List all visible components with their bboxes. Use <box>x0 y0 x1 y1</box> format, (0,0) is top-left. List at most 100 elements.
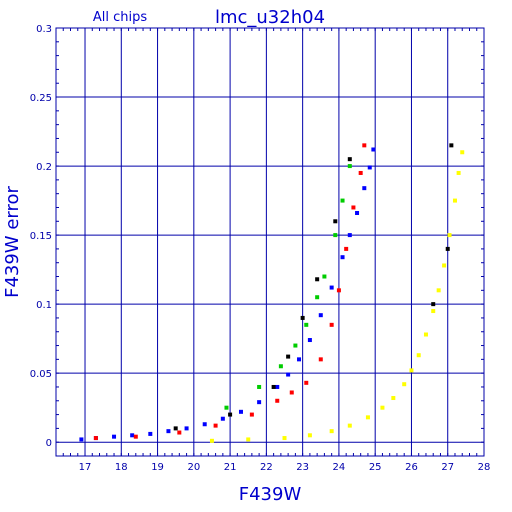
data-point <box>362 143 367 148</box>
data-point <box>347 164 352 169</box>
data-point <box>355 211 360 216</box>
plot-frame <box>55 27 485 457</box>
y-tick-label: 0.05 <box>30 369 52 380</box>
data-point <box>257 400 262 405</box>
data-point <box>79 437 84 442</box>
data-point <box>297 357 302 362</box>
data-point <box>133 434 138 439</box>
data-point <box>286 372 291 377</box>
data-point <box>300 315 305 320</box>
data-point <box>275 398 280 403</box>
data-point <box>445 246 450 251</box>
data-point <box>93 436 98 441</box>
data-point <box>148 431 153 436</box>
data-point <box>409 368 414 373</box>
data-point <box>367 165 372 170</box>
x-tick-label: 19 <box>151 462 164 473</box>
x-tick-label: 21 <box>224 462 237 473</box>
data-point <box>318 313 323 318</box>
x-tick-label: 23 <box>296 462 309 473</box>
data-point <box>177 430 182 435</box>
data-point <box>333 233 338 238</box>
data-point <box>293 343 298 348</box>
x-tick-label: 28 <box>478 462 491 473</box>
data-point <box>278 364 283 369</box>
data-point <box>213 423 218 428</box>
data-point <box>257 384 262 389</box>
data-point <box>304 322 309 327</box>
data-point <box>442 263 447 268</box>
x-tick-label: 26 <box>405 462 418 473</box>
data-point <box>282 436 287 441</box>
data-point <box>318 357 323 362</box>
data-point <box>347 157 352 162</box>
chart-title: lmc_u32h04 <box>215 7 325 28</box>
axis-ticks: 17 18 19 20 21 22 23 24 25 26 27 28 0 0.05 0.1 0.15 0.2 0… <box>30 24 491 473</box>
data-point <box>371 147 376 152</box>
data-point <box>275 384 280 389</box>
data-point <box>329 322 334 327</box>
x-tick-label: 17 <box>79 462 92 473</box>
data-point <box>347 233 352 238</box>
x-tick-label: 24 <box>333 462 346 473</box>
data-point <box>362 186 367 191</box>
x-axis-label: F439W <box>239 484 302 505</box>
data-point <box>112 434 117 439</box>
y-axis-label: F439W error <box>2 186 23 298</box>
y-tick-label: 0.3 <box>36 24 52 35</box>
x-tick-label: 22 <box>260 462 273 473</box>
y-tick-label: 0 <box>46 438 52 449</box>
data-point <box>391 396 396 401</box>
data-point <box>315 295 320 300</box>
data-point <box>333 219 338 224</box>
data-point <box>358 170 363 175</box>
data-point <box>304 380 309 385</box>
data-point <box>166 429 171 434</box>
chart-subtitle: All chips <box>93 10 147 25</box>
data-point <box>340 198 345 203</box>
x-tick-label: 18 <box>115 462 128 473</box>
data-point <box>436 288 441 293</box>
data-point <box>452 198 457 203</box>
data-point <box>202 422 207 427</box>
data-point <box>307 433 312 438</box>
data-point <box>173 426 178 431</box>
data-point <box>365 415 370 420</box>
data-point <box>289 390 294 395</box>
data-point <box>423 332 428 337</box>
data-point <box>329 285 334 290</box>
x-tick-label: 20 <box>187 462 200 473</box>
data-point <box>329 429 334 434</box>
data-point <box>431 309 436 314</box>
data-point <box>271 384 276 389</box>
data-point <box>307 338 312 343</box>
y-tick-label: 0.2 <box>36 162 52 173</box>
y-tick-label: 0.15 <box>30 231 52 242</box>
data-point <box>336 288 341 293</box>
data-point <box>322 274 327 279</box>
data-point <box>184 426 189 431</box>
data-point <box>416 353 421 358</box>
data-point <box>460 150 465 155</box>
data-point <box>315 277 320 282</box>
x-tick-label: 27 <box>441 462 454 473</box>
data-point <box>238 409 243 414</box>
data-point <box>228 412 233 417</box>
data-point <box>351 205 356 210</box>
data-point <box>402 382 407 387</box>
data-points <box>79 143 465 443</box>
data-point <box>286 354 291 359</box>
data-point <box>340 255 345 260</box>
y-tick-label: 0.1 <box>36 300 52 311</box>
data-point <box>380 405 385 410</box>
data-point <box>347 423 352 428</box>
data-point <box>456 170 461 175</box>
data-point <box>220 416 225 421</box>
data-point <box>431 302 436 307</box>
data-point <box>449 143 454 148</box>
x-tick-label: 25 <box>369 462 382 473</box>
data-point <box>344 246 349 251</box>
data-point <box>447 233 452 238</box>
data-point <box>209 438 214 443</box>
